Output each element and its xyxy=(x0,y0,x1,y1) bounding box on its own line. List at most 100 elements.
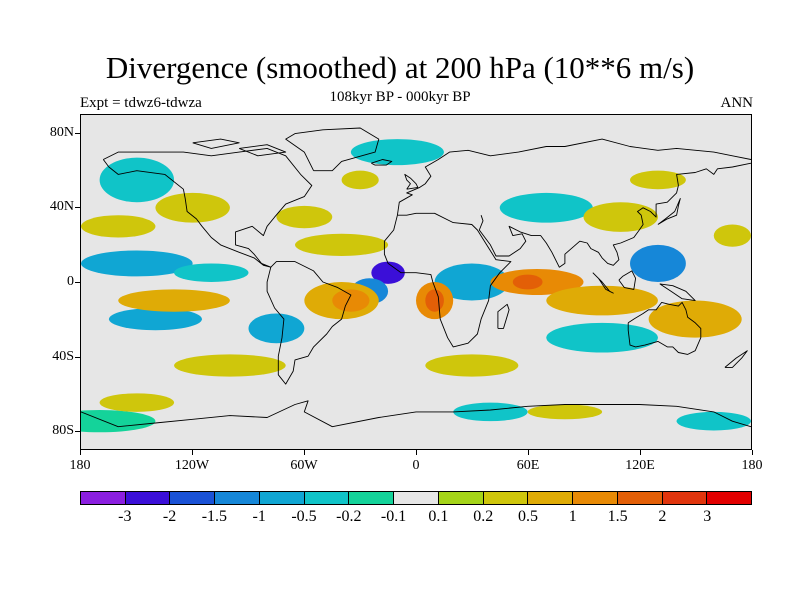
plot-subtitle: 108kyr BP - 000kyr BP xyxy=(329,89,471,105)
colorbar-segment-5 xyxy=(304,492,350,504)
colorbar-segment-11 xyxy=(573,492,618,504)
colorbar-segment-6 xyxy=(349,492,395,504)
lat-label-80N: 80N xyxy=(49,124,74,140)
divergence-region-13 xyxy=(676,411,751,431)
divergence-region-10 xyxy=(630,244,686,282)
experiment-label: Expt = tdwz6-tdwza xyxy=(80,95,202,111)
colorbar-segment-1 xyxy=(125,492,171,504)
coastline-16 xyxy=(239,144,287,157)
divergence-region-11 xyxy=(81,410,156,433)
divergence-region-25 xyxy=(512,274,543,290)
divergence-region-28 xyxy=(583,202,658,232)
lat-tick xyxy=(75,356,80,358)
coastline-layer xyxy=(81,127,751,428)
colorbar xyxy=(80,491,752,505)
colorbar-segment-3 xyxy=(215,492,260,504)
divergence-fill-layer xyxy=(81,139,751,433)
lat-tick xyxy=(75,282,80,283)
divergence-region-31 xyxy=(174,354,286,377)
coastline-5 xyxy=(627,301,702,355)
lon-tick xyxy=(304,450,305,455)
season-label: ANN xyxy=(720,95,754,111)
colorbar-segment-10 xyxy=(528,492,574,504)
colorbar-label: -2 xyxy=(162,508,177,525)
colorbar-segment-13 xyxy=(662,492,708,504)
colorbar-label: -0.1 xyxy=(380,508,407,525)
lon-tick xyxy=(192,450,193,455)
colorbar-segment-8 xyxy=(438,492,484,504)
divergence-region-20 xyxy=(118,289,230,312)
colorbar-segment-0 xyxy=(81,492,126,504)
divergence-region-17 xyxy=(295,233,389,257)
divergence-region-8 xyxy=(499,192,593,223)
colorbar-label: -0.2 xyxy=(336,508,362,525)
plot-title: Divergence (smoothed) at 200 hPa (10**6 … xyxy=(105,50,695,85)
lon-label-180: 180 xyxy=(741,458,763,473)
divergence-region-1 xyxy=(108,307,202,331)
colorbar-segment-7 xyxy=(394,492,439,504)
lon-label-120E: 120E xyxy=(625,458,655,473)
divergence-region-7 xyxy=(434,263,510,301)
divergence-region-5 xyxy=(99,157,175,203)
colorbar-label: 2 xyxy=(658,508,667,525)
divergence-region-33 xyxy=(527,404,603,420)
coastline-0 xyxy=(102,147,313,268)
colorbar-label: 3 xyxy=(703,508,712,525)
divergence-region-34 xyxy=(341,170,379,190)
coastline-9 xyxy=(371,159,393,166)
colorbar-label: -3 xyxy=(118,508,132,525)
lon-label-180: 180 xyxy=(69,458,91,473)
coastline-15 xyxy=(724,350,748,368)
map-canvas xyxy=(81,127,751,433)
divergence-region-3 xyxy=(371,261,405,284)
lat-label-0: 0 xyxy=(67,274,74,289)
lat-label-40S: 40S xyxy=(52,348,74,364)
divergence-region-15 xyxy=(155,192,230,223)
lon-label-120W: 120W xyxy=(174,458,210,473)
lon-tick xyxy=(640,450,641,455)
colorbar-segment-9 xyxy=(483,492,529,504)
divergence-region-30 xyxy=(425,354,519,377)
colorbar-segment-14 xyxy=(707,492,752,504)
lat-label-80S: 80S xyxy=(52,423,74,439)
coastline-8 xyxy=(404,173,419,190)
coastline-11 xyxy=(657,198,681,225)
divergence-region-26 xyxy=(546,285,658,316)
colorbar-segment-12 xyxy=(617,492,663,504)
divergence-region-32 xyxy=(99,393,175,412)
divergence-region-16 xyxy=(81,215,156,238)
coastline-1 xyxy=(266,261,352,385)
colorbar-label: 0.1 xyxy=(428,508,449,525)
map-panel xyxy=(80,114,752,450)
lat-tick xyxy=(75,207,80,209)
lon-label-0: 0 xyxy=(412,458,420,473)
coastline-7 xyxy=(285,127,380,172)
divergence-region-19 xyxy=(332,289,370,312)
divergence-region-2 xyxy=(174,263,249,282)
colorbar-segment-2 xyxy=(170,492,216,504)
colorbar-label: -1 xyxy=(252,508,266,525)
coastline-4 xyxy=(478,162,751,268)
lon-label-60E: 60E xyxy=(516,458,540,473)
coastline-17 xyxy=(192,138,240,149)
colorbar-label: 0.2 xyxy=(473,508,494,525)
divergence-region-9 xyxy=(546,322,658,353)
lon-tick xyxy=(416,450,417,455)
divergence-region-23 xyxy=(425,289,444,312)
colorbar-label: 0.5 xyxy=(518,508,538,525)
coastline-6 xyxy=(81,400,751,428)
colorbar-label: -0.5 xyxy=(291,508,317,525)
divergence-region-21 xyxy=(276,205,333,229)
coastline-2 xyxy=(383,212,512,348)
colorbar-label: 1 xyxy=(568,508,577,525)
coastline-14 xyxy=(659,283,696,302)
lat-label-40N: 40N xyxy=(49,199,74,215)
lon-tick xyxy=(528,450,529,455)
coastline-12 xyxy=(592,272,614,294)
lon-label-60W: 60W xyxy=(290,458,318,473)
lat-tick xyxy=(75,132,80,134)
divergence-region-12 xyxy=(453,402,528,422)
lon-tick xyxy=(752,450,753,455)
coastline-3 xyxy=(396,138,751,216)
colorbar-label: -1.5 xyxy=(201,508,228,525)
